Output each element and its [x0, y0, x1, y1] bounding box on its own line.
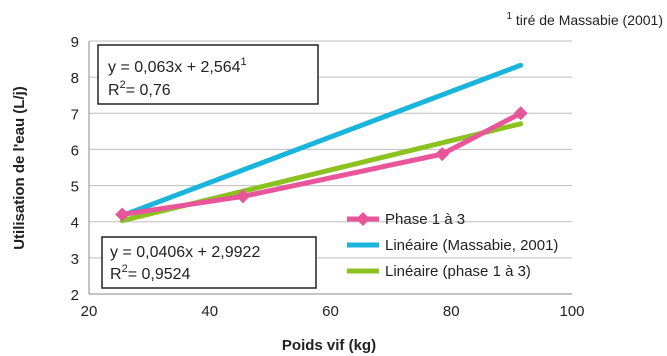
y-tick-label: 3: [71, 251, 79, 268]
equation-bottom-r-value: = 0,9524: [128, 266, 191, 283]
axes: [88, 41, 572, 295]
series-line-1: [119, 62, 524, 219]
x-tick-labels: 20 40 60 80 100: [81, 303, 585, 320]
equation-top-r: R: [108, 82, 120, 99]
y-tick-label: 6: [71, 142, 79, 159]
source-note-text: tiré de Massabie (2001): [512, 12, 663, 28]
equation-bottom-line1: y = 0,0406x + 2,9922: [110, 244, 260, 261]
data-point-0-2: [435, 147, 450, 162]
y-tick-labels: 2 3 4 5 6 7 8 9: [71, 34, 79, 304]
y-tick-label: 5: [71, 179, 79, 196]
equation-box-bottom: y = 0,0406x + 2,9922 R2= 0,9524: [101, 236, 317, 289]
equation-top-r-sup: 2: [120, 79, 126, 91]
y-tick-label: 2: [71, 287, 79, 304]
y-axis-title: Utilisation de l'eau (L/j): [11, 86, 28, 250]
data-point-0-0: [115, 207, 130, 222]
source-note: 1 tiré de Massabie (2001): [506, 11, 663, 28]
series: [115, 62, 528, 224]
equation-bottom-line2: R2= 0,9524: [110, 263, 191, 283]
equation-bottom-r-sup: 2: [122, 263, 128, 275]
equation-box-top: y = 0,063x + 2,5641 R2= 0,76: [97, 44, 319, 105]
x-tick-label: 60: [322, 303, 339, 320]
y-tick-label: 8: [71, 70, 79, 87]
source-note-marker: 1: [506, 11, 512, 22]
equation-box-bottom-frame: [101, 236, 317, 289]
legend-marker-0: [356, 212, 370, 226]
equation-top-line1: y = 0,063x + 2,5641: [108, 56, 247, 76]
legend-label-1: Linéaire (Massabie, 2001): [385, 237, 558, 254]
legend: Phase 1 à 3 Linéaire (Massabie, 2001) Liné…: [347, 211, 558, 280]
data-point-0-3: [513, 106, 528, 121]
equation-top-r-value: = 0,76: [126, 82, 171, 99]
x-tick-label: 20: [81, 303, 98, 320]
legend-label-0: Phase 1 à 3: [385, 211, 465, 228]
equation-box-top-frame: [97, 44, 319, 105]
x-tick-label: 40: [201, 303, 218, 320]
data-point-0-1: [235, 189, 250, 204]
equation-bottom-r: R: [110, 266, 122, 283]
series-line-0: [119, 110, 524, 217]
x-tick-label: 80: [443, 303, 460, 320]
equation-top-formula: y = 0,063x + 2,564: [108, 59, 241, 76]
equation-top-line2: R2= 0,76: [108, 79, 171, 99]
y-tick-label: 7: [71, 106, 79, 123]
equation-top-sup: 1: [241, 56, 247, 68]
y-tick-label: 9: [71, 34, 79, 51]
x-axis-title: Poids vif (kg): [282, 337, 376, 354]
y-tick-label: 4: [71, 215, 79, 232]
legend-label-2: Linéaire (phase 1 à 3): [385, 263, 531, 280]
x-tick-label: 100: [559, 303, 584, 320]
